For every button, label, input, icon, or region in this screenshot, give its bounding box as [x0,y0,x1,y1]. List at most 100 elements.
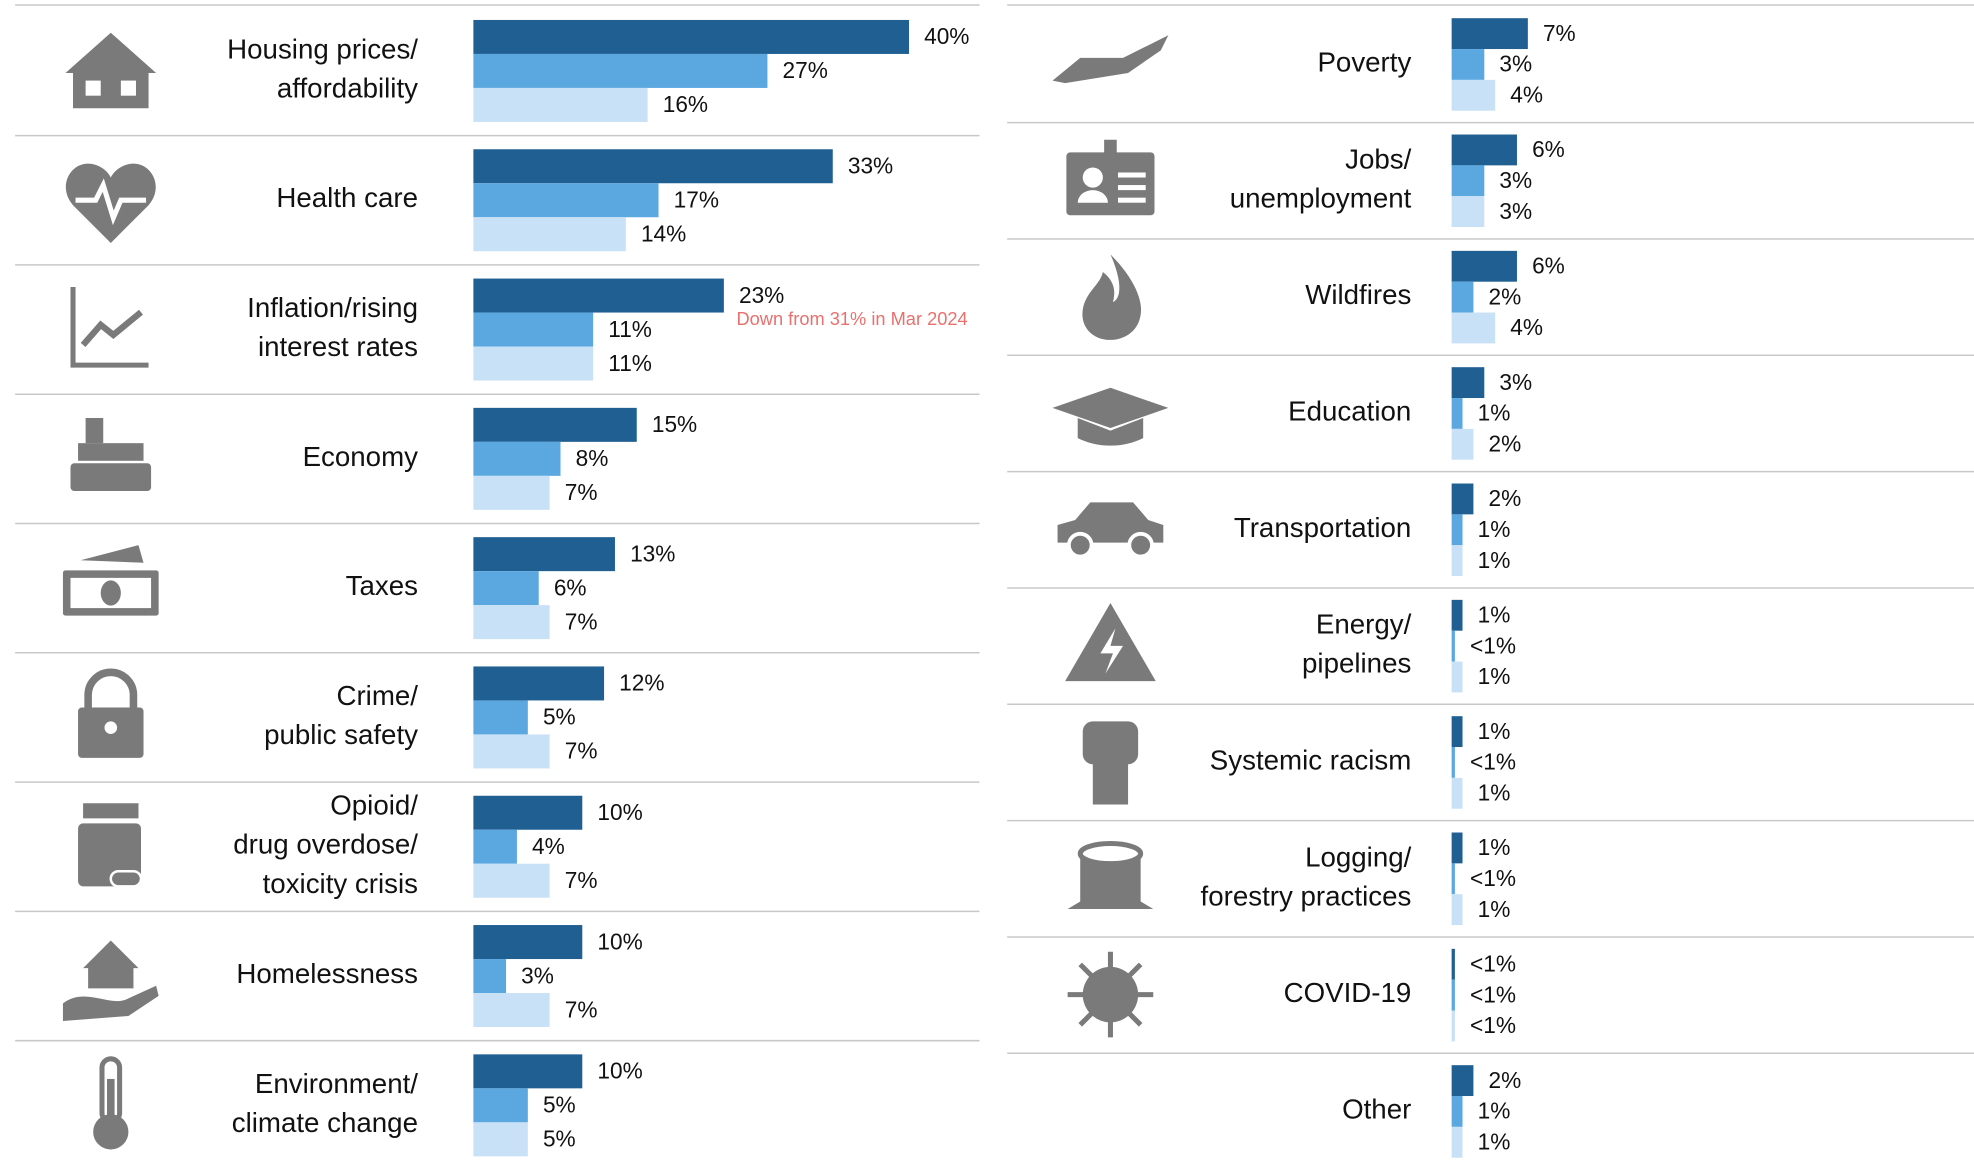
value-label: 7% [565,738,598,764]
value-label: 6% [554,574,587,600]
icon-register [70,417,152,492]
bar [1451,165,1485,197]
value-label: 11% [608,350,652,376]
bar [1451,281,1474,313]
bar [1451,428,1474,460]
icon-pill [78,803,143,888]
bar [473,993,550,1028]
bar [1451,79,1496,111]
category-label: Homelessness [236,958,418,989]
value-label: 14% [641,220,686,246]
value-label: 1% [1478,718,1511,744]
bar [473,183,659,218]
icon-hand [1052,35,1169,84]
category-label: Health care [276,183,418,214]
bar [1451,747,1455,778]
bar [1451,134,1517,166]
category-label: Poverty [1317,47,1411,78]
value-label: 6% [1532,136,1565,162]
value-label: 3% [1499,51,1532,77]
category-label: Crime/public safety [264,680,418,750]
value-label: <1% [1470,951,1516,977]
value-label: 40% [924,23,969,49]
bar [1451,894,1463,926]
bar [1451,661,1463,693]
bar [1451,716,1463,748]
bar [1451,398,1463,429]
icon-fire [1082,254,1142,340]
bar [1451,250,1517,282]
value-label: 4% [1510,314,1543,340]
value-label: 17% [674,186,719,212]
bar [1451,1126,1463,1158]
value-label: 10% [597,1058,642,1084]
icon-house [65,32,157,109]
bar [1451,49,1485,80]
bar [1451,483,1474,515]
value-label: 12% [619,670,664,696]
value-label: <1% [1470,632,1516,658]
value-label: 6% [1532,253,1565,279]
bar [1451,863,1455,895]
category-label: Environment/climate change [232,1068,419,1138]
bar [473,1088,528,1123]
bar [473,571,539,606]
value-label: <1% [1470,1012,1516,1038]
value-label: 15% [652,411,697,437]
bar [1451,18,1528,50]
bar [1451,196,1485,228]
value-label: 1% [1478,547,1511,573]
value-label: 7% [565,996,598,1022]
value-label: <1% [1470,749,1516,775]
value-label: 1% [1478,834,1511,860]
value-label: 1% [1478,780,1511,806]
bar [473,53,768,88]
icon-warning [1065,603,1156,682]
icons [62,32,1169,1150]
bar [473,666,605,701]
category-label: Wildfires [1305,279,1411,310]
category-label: Systemic racism [1210,745,1412,776]
value-label: <1% [1470,865,1516,891]
bar [473,217,626,252]
value-label: 1% [1478,516,1511,542]
value-label: 23% [739,282,784,308]
category-label: Other [1342,1094,1411,1125]
value-label: 10% [597,928,642,954]
value-label: 1% [1478,602,1511,628]
icon-car [1057,502,1164,559]
icon-stump [1067,841,1154,909]
bar [1451,630,1455,662]
icon-fist [1082,721,1139,805]
bar [1451,545,1463,577]
icon-heart [65,163,156,243]
bar [473,441,561,476]
value-label: 3% [1499,198,1532,224]
value-label: 5% [543,1126,576,1152]
value-label: 3% [521,962,554,988]
icon-homeless [62,940,159,1022]
icon-cap [1052,387,1169,446]
category-label: Logging/forestry practices [1201,842,1412,912]
bar [473,605,550,640]
value-label: 3% [1499,167,1532,193]
category-label: Education [1288,396,1411,427]
category-label: Taxes [346,570,418,601]
bar [473,795,583,830]
bar [473,959,507,994]
bar [473,278,724,313]
value-label: 5% [543,1092,576,1118]
bar [473,1054,583,1089]
value-label: 7% [565,479,598,505]
value-label: 2% [1489,431,1522,457]
bar [473,1122,528,1157]
value-label: 16% [663,91,708,117]
value-label: 1% [1478,400,1511,426]
bar [1451,777,1463,809]
bar [1451,599,1463,631]
value-label: 1% [1478,663,1511,689]
value-label: 7% [1543,20,1576,46]
bar [1451,979,1455,1011]
bar [473,734,550,769]
